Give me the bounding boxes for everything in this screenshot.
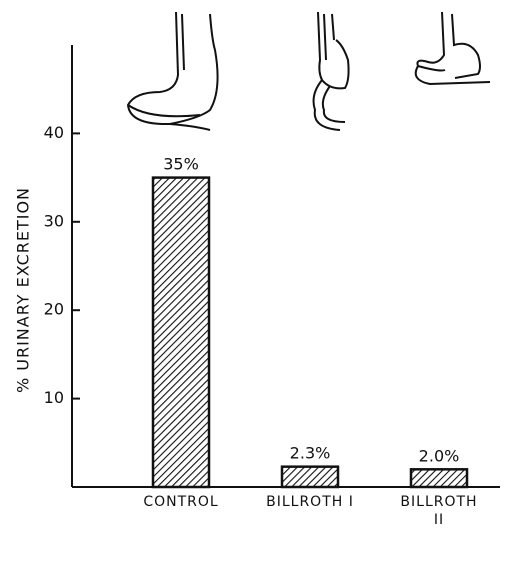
y-axis-label: % URINARY EXCRETION xyxy=(14,187,33,393)
y-tick-label: 10 xyxy=(44,388,64,407)
value-label: 35% xyxy=(163,155,199,174)
page: % URINARY EXCRETION 1020304035%2.3%2.0% … xyxy=(0,0,515,562)
value-label: 2.0% xyxy=(419,446,460,465)
y-tick-label: 30 xyxy=(44,211,64,230)
x-tick-label: CONTROL xyxy=(136,493,226,511)
value-label: 2.3% xyxy=(290,444,331,463)
bar xyxy=(411,469,467,487)
x-tick-label: BILLROTH II xyxy=(394,493,484,529)
y-tick-label: 40 xyxy=(44,123,64,142)
bar xyxy=(153,178,209,487)
x-tick-label: BILLROTH I xyxy=(265,493,355,511)
chart: % URINARY EXCRETION 10 20 30 40 35% 2.3% 2.0% xyxy=(0,0,515,562)
stomach-diagrams xyxy=(128,12,490,130)
y-tick-label: 20 xyxy=(44,300,64,319)
bar xyxy=(282,467,338,487)
